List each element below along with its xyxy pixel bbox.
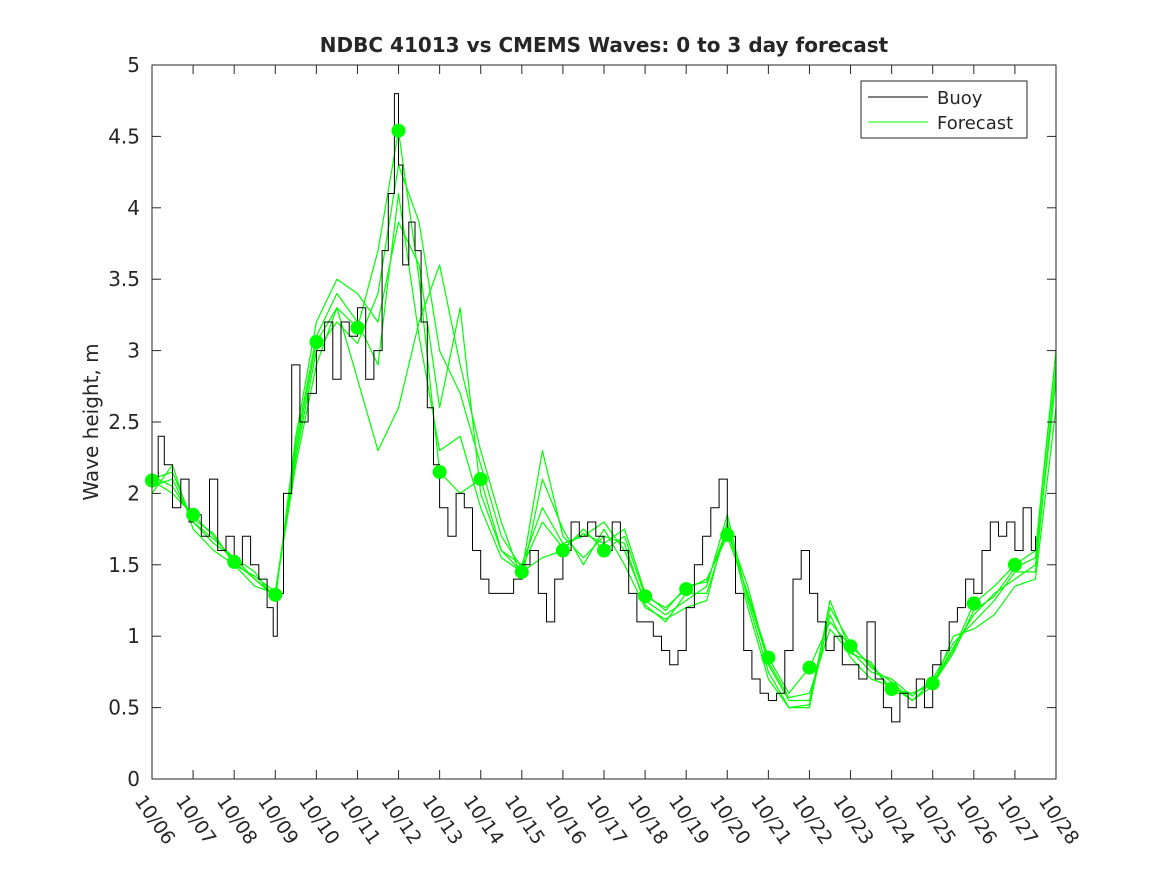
forecast-marker: [720, 527, 735, 542]
y-tick-label: 3: [127, 339, 140, 363]
forecast-marker: [597, 543, 611, 558]
forecast-marker: [268, 587, 283, 602]
forecast-line-2: [151, 221, 1057, 709]
y-tick-label: 4: [127, 196, 140, 220]
forecast-marker: [514, 564, 529, 579]
forecast-marker: [432, 465, 447, 479]
y-tick-label: 4.5: [108, 124, 140, 148]
forecast-marker: [391, 123, 406, 138]
plot-area: [152, 65, 1056, 779]
forecast-marker: [679, 582, 694, 597]
y-tick-label: 5: [127, 53, 140, 77]
y-tick-label: 2: [127, 481, 140, 505]
y-tick-label: 2.5: [108, 410, 140, 434]
forecast-marker: [1007, 557, 1022, 572]
forecast-marker: [638, 589, 653, 604]
forecast-marker: [966, 596, 981, 611]
y-axis-label: Wave height, m: [79, 343, 103, 500]
legend-box: [860, 80, 1028, 139]
forecast-marker: [761, 650, 776, 665]
legend: Buoy Forecast: [860, 80, 1028, 139]
forecast-marker: [925, 676, 940, 691]
legend-label-buoy: Buoy: [937, 88, 983, 109]
forecast-marker: [843, 639, 858, 654]
marker-layer: [145, 123, 1022, 696]
forecast-marker: [309, 335, 324, 349]
forecast-marker: [186, 507, 201, 522]
forecast-line-3: [151, 264, 1057, 709]
forecast-marker: [473, 472, 488, 487]
forecast-marker: [555, 543, 570, 558]
legend-label-forecast: Forecast: [937, 113, 1013, 134]
forecast-marker: [802, 660, 817, 675]
y-tick-label: 0.5: [108, 696, 140, 720]
y-tick-label: 3.5: [108, 267, 140, 291]
y-tick-label: 1: [127, 624, 140, 648]
buoy-line: [152, 93, 1036, 723]
forecast-marker: [884, 682, 899, 696]
forecast-marker: [227, 554, 242, 569]
y-tick-label: 1.5: [108, 553, 140, 577]
series-layer: [151, 93, 1057, 723]
y-tick-label: 0: [127, 767, 140, 791]
chart-title: NDBC 41013 vs CMEMS Waves: 0 to 3 day fo…: [320, 33, 889, 57]
forecast-marker: [350, 320, 365, 335]
